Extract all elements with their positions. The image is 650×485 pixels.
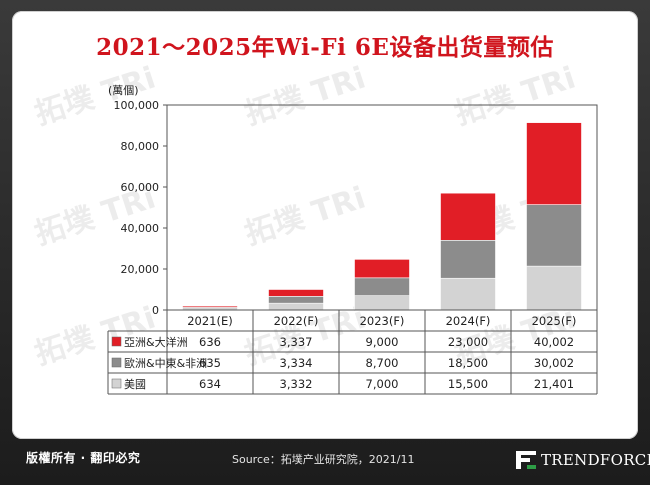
data-label: 21,401 [534, 377, 574, 391]
y-tick-label: 60,000 [121, 181, 160, 194]
bar-segment [268, 302, 324, 311]
data-label: 30,002 [534, 356, 574, 370]
data-label: 9,000 [366, 335, 399, 349]
x-category-label: 2021(E) [187, 314, 233, 328]
bar-segment [526, 204, 582, 267]
y-tick-label: 20,000 [121, 263, 160, 276]
legend-swatch [111, 336, 122, 347]
data-label: 3,332 [280, 377, 313, 391]
bar-segment [354, 295, 410, 311]
y-tick-label: 40,000 [121, 222, 160, 235]
bar-segment [440, 240, 496, 279]
bar-segment [526, 265, 582, 311]
trendforce-logo: TRENDFORCE [515, 447, 650, 473]
bar-segment [526, 122, 582, 205]
data-label: 18,500 [448, 356, 488, 370]
bar-segment [268, 296, 324, 304]
data-label: 634 [199, 377, 221, 391]
y-axis-unit: (萬個) [108, 84, 139, 97]
y-tick-label: 0 [152, 304, 159, 317]
bar-segment [440, 277, 496, 311]
bar-segment [440, 192, 496, 241]
bar-segment [354, 259, 410, 279]
x-category-label: 2023(F) [360, 314, 405, 328]
data-label: 15,500 [448, 377, 488, 391]
y-tick-label: 80,000 [121, 140, 160, 153]
x-category-label: 2025(F) [532, 314, 577, 328]
trendforce-logo-icon [516, 451, 536, 469]
source-note: Source：拓墣产业研究院，2021/11 [232, 453, 415, 466]
data-label: 23,000 [448, 335, 488, 349]
brand-name: TRENDFORCE [541, 451, 650, 469]
data-label: 3,334 [280, 356, 313, 370]
x-category-label: 2022(F) [274, 314, 319, 328]
data-label: 635 [199, 356, 221, 370]
copyright-notice: 版權所有 · 翻印必究 [26, 451, 141, 465]
data-label: 636 [199, 335, 221, 349]
bar-segment [182, 305, 238, 308]
legend-label: 美國 [124, 378, 146, 391]
data-label: 40,002 [534, 335, 574, 349]
bar-segment [354, 277, 410, 296]
legend-swatch [111, 378, 122, 389]
legend-swatch [111, 357, 122, 368]
y-tick-label: 100,000 [114, 99, 160, 112]
chart-svg: (萬個) 0 20,000 40,000 60,000 80,000 100,000 2021… [107, 84, 598, 395]
chart-title: 2021～2025年Wi-Fi 6E设备出货量预估 [96, 34, 554, 61]
legend-label: 亞洲&大洋洲 [124, 335, 188, 349]
slide-card: 拓墣 TRi 拓墣 TRi 拓墣 TRi 拓墣 TRi 拓墣 TRi 拓墣 TR… [12, 11, 638, 439]
data-label: 7,000 [366, 377, 399, 391]
bar-segment [268, 289, 324, 297]
data-label: 8,700 [366, 356, 399, 370]
legend-label: 歐洲&中東&非洲 [124, 356, 207, 370]
data-label: 3,337 [280, 335, 313, 349]
x-category-label: 2024(F) [446, 314, 491, 328]
